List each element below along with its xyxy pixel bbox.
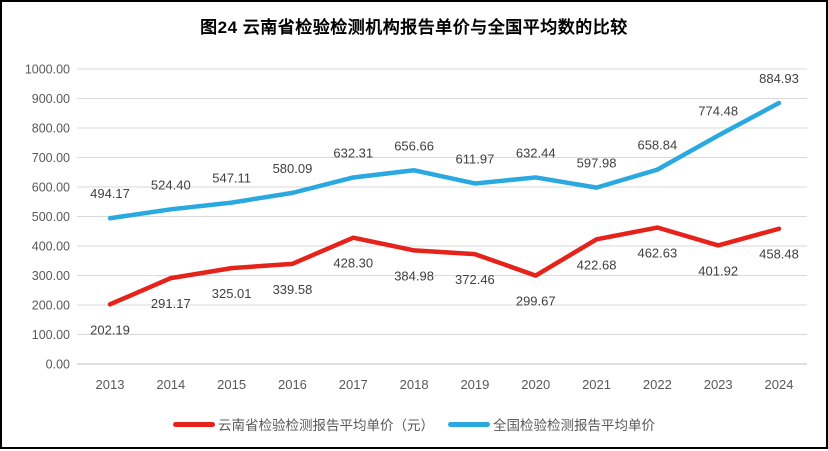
x-tick-label: 2019 — [460, 377, 489, 392]
x-tick-label: 2020 — [521, 377, 550, 392]
y-tick-label: 500.00 — [32, 210, 70, 224]
legend: 云南省检验检测报告平均单价（元） 全国检验检测报告平均单价 — [2, 414, 826, 434]
x-tick-label: 2017 — [339, 377, 368, 392]
legend-item-national: 全国检验检测报告平均单价 — [448, 414, 655, 434]
y-tick-label: 200.00 — [32, 299, 70, 313]
data-label: 202.19 — [90, 322, 130, 337]
legend-swatch-yunnan-line — [173, 421, 215, 427]
data-label: 884.93 — [759, 71, 799, 86]
data-label: 428.30 — [333, 256, 373, 271]
data-label: 524.40 — [151, 177, 191, 192]
series-line-0 — [107, 225, 782, 307]
data-label: 291.17 — [151, 296, 191, 311]
data-label: 597.98 — [577, 156, 617, 171]
data-label: 458.48 — [759, 247, 799, 262]
x-tick-label: 2021 — [582, 377, 611, 392]
legend-item-yunnan: 云南省检验检测报告平均单价（元） — [173, 414, 434, 434]
y-tick-label: 700.00 — [32, 151, 70, 165]
x-tick-label: 2014 — [156, 377, 185, 392]
legend-swatch-national-line — [448, 421, 490, 427]
data-label: 422.68 — [577, 257, 617, 272]
data-label: 384.98 — [394, 268, 434, 283]
chart-title: 图24 云南省检验检测机构报告单价与全国平均数的比较 — [200, 18, 628, 37]
x-tick-label: 2022 — [643, 377, 672, 392]
y-tick-label: 0.00 — [46, 358, 70, 372]
data-label: 547.11 — [212, 171, 251, 186]
y-tick-label: 1000.00 — [25, 63, 70, 77]
data-label: 401.92 — [698, 263, 738, 278]
y-tick-label: 600.00 — [32, 181, 70, 195]
y-tick-label: 900.00 — [32, 92, 70, 106]
data-label: 632.44 — [516, 145, 556, 160]
data-label: 299.67 — [516, 294, 556, 309]
data-label: 494.17 — [90, 186, 130, 201]
legend-label-yunnan: 云南省检验检测报告平均单价（元） — [218, 418, 434, 433]
data-label: 656.66 — [394, 138, 434, 153]
x-tick-label: 2023 — [704, 377, 733, 392]
data-label: 372.46 — [455, 272, 495, 287]
data-label: 462.63 — [637, 246, 677, 261]
x-tick-label: 2013 — [96, 377, 125, 392]
series-line-1 — [107, 100, 782, 221]
data-label: 774.48 — [698, 104, 738, 119]
y-tick-label: 100.00 — [32, 328, 70, 342]
y-tick-label: 800.00 — [32, 122, 70, 136]
y-tick-label: 300.00 — [32, 269, 70, 283]
y-tick-label: 400.00 — [32, 240, 70, 254]
data-label: 339.58 — [273, 282, 313, 297]
data-label: 611.97 — [456, 151, 495, 166]
x-tick-label: 2016 — [278, 377, 307, 392]
x-tick-label: 2018 — [400, 377, 429, 392]
legend-label-national: 全国检验检测报告平均单价 — [493, 418, 655, 433]
data-label: 658.84 — [637, 138, 677, 153]
data-label: 580.09 — [273, 161, 313, 176]
x-tick-label: 2015 — [217, 377, 246, 392]
data-label: 325.01 — [212, 286, 252, 301]
x-tick-label: 2024 — [765, 377, 794, 392]
data-label: 632.31 — [333, 145, 373, 160]
